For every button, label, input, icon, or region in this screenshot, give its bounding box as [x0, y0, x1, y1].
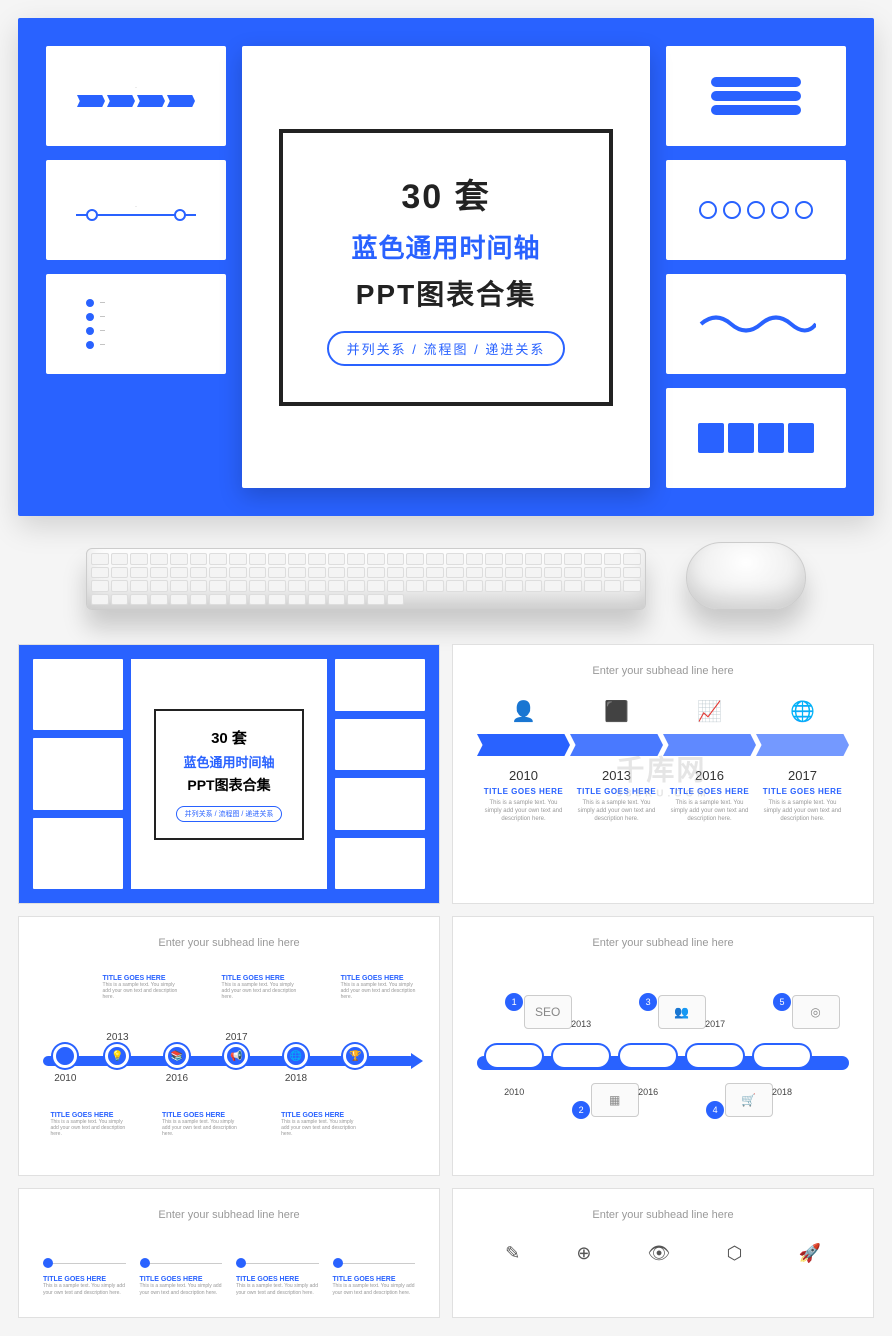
mouse-icon — [686, 542, 806, 610]
title-frame: 30 套 蓝色通用时间轴 PPT图表合集 并列关系 / 流程图 / 递进关系 — [279, 129, 614, 406]
slide-subhead: Enter your subhead line here — [477, 665, 849, 677]
arrow-bar — [477, 734, 849, 756]
thumb-vertical: ———— — [46, 274, 226, 374]
pencil-icon: ✎ — [505, 1243, 520, 1264]
thumb-arrow: · — [46, 46, 226, 146]
subtitle-1: 蓝色通用时间轴 — [327, 228, 566, 265]
s2-item: 2010TITLE GOES HEREThis is a sample text… — [477, 768, 570, 823]
slide-subhead: Enter your subhead line here — [43, 1209, 415, 1221]
person-icon: 👤 — [511, 699, 536, 724]
hero-center: 30 套 蓝色通用时间轴 PPT图表合集 并列关系 / 流程图 / 递进关系 — [242, 46, 650, 488]
s2-item: 2016TITLE GOES HEREThis is a sample text… — [663, 768, 756, 823]
s2-row: 2010TITLE GOES HEREThis is a sample text… — [477, 768, 849, 823]
cover-line2: PPT图表合集 — [176, 775, 283, 795]
hex-icon: ⬡ — [727, 1243, 743, 1264]
slide-partial-1: Enter your subhead line here TITLE GOES … — [18, 1188, 440, 1318]
subtitle-2: PPT图表合集 — [327, 273, 566, 313]
cover-count: 30 套 — [176, 727, 283, 748]
keyboard-icon — [86, 548, 646, 610]
hero-left-column: · · ———— — [46, 46, 226, 488]
s3-container: 2010TITLE GOES HEREThis is a sample text… — [43, 971, 415, 1141]
desk-mockup — [0, 516, 892, 644]
s5-row: TITLE GOES HEREThis is a sample text. Yo… — [43, 1243, 415, 1296]
s4-container: 1SEO20102▦20133👥20164🛒20175◎2018 — [477, 971, 849, 1141]
cover-line1: 蓝色通用时间轴 — [176, 752, 283, 771]
slide-updown-timeline: Enter your subhead line here 2010TITLE G… — [18, 916, 440, 1176]
slide-cover: 30 套 蓝色通用时间轴 PPT图表合集 并列关系 / 流程图 / 递进关系 — [18, 644, 440, 904]
s5-item: TITLE GOES HEREThis is a sample text. Yo… — [43, 1263, 126, 1296]
eye-icon: 👁 — [648, 1243, 671, 1264]
thumb-line: · — [46, 160, 226, 260]
thumb-pills — [666, 46, 846, 146]
globe-icon: 🌐 — [790, 699, 815, 724]
hero: · · ———— 30 套 蓝色通用时间轴 PPT图表合集 并列关系 / 流程图… — [18, 18, 874, 516]
thumb-wave — [666, 274, 846, 374]
s2-item: 2017TITLE GOES HEREThis is a sample text… — [756, 768, 849, 823]
cover-tags: 并列关系 / 流程图 / 递进关系 — [176, 806, 283, 822]
s5-item: TITLE GOES HEREThis is a sample text. Yo… — [140, 1263, 223, 1296]
tags-pill: 并列关系 / 流程图 / 递进关系 — [327, 331, 566, 366]
rocket-icon: 🚀 — [798, 1243, 820, 1264]
slide-partial-2: Enter your subhead line here ✎ ⊕ 👁 ⬡ 🚀 — [452, 1188, 874, 1318]
slide-subhead: Enter your subhead line here — [477, 1209, 849, 1221]
hero-section: · · ———— 30 套 蓝色通用时间轴 PPT图表合集 并列关系 / 流程图… — [0, 0, 892, 516]
s5-item: TITLE GOES HEREThis is a sample text. Yo… — [333, 1263, 416, 1296]
count-label: 30 套 — [327, 169, 566, 218]
slide-grid: 30 套 蓝色通用时间轴 PPT图表合集 并列关系 / 流程图 / 递进关系 千… — [0, 644, 892, 1336]
chart-icon: 📈 — [697, 699, 722, 724]
plus-icon: ⊕ — [576, 1243, 591, 1264]
slide-numbered-timeline: Enter your subhead line here 1SEO20102▦2… — [452, 916, 874, 1176]
s2-item: 2013TITLE GOES HEREThis is a sample text… — [570, 768, 663, 823]
s6-icons: ✎ ⊕ 👁 ⬡ 🚀 — [477, 1243, 849, 1264]
stack-icon: ⬛ — [604, 699, 629, 724]
slide-arrow-timeline: 千库网588KU.COM Enter your subhead line her… — [452, 644, 874, 904]
slide-subhead: Enter your subhead line here — [43, 937, 415, 949]
thumb-circles — [666, 160, 846, 260]
s5-item: TITLE GOES HEREThis is a sample text. Yo… — [236, 1263, 319, 1296]
s2-icons: 👤 ⬛ 📈 🌐 — [477, 699, 849, 724]
thumb-boxes — [666, 388, 846, 488]
slide-subhead: Enter your subhead line here — [477, 937, 849, 949]
hero-right-column — [666, 46, 846, 488]
